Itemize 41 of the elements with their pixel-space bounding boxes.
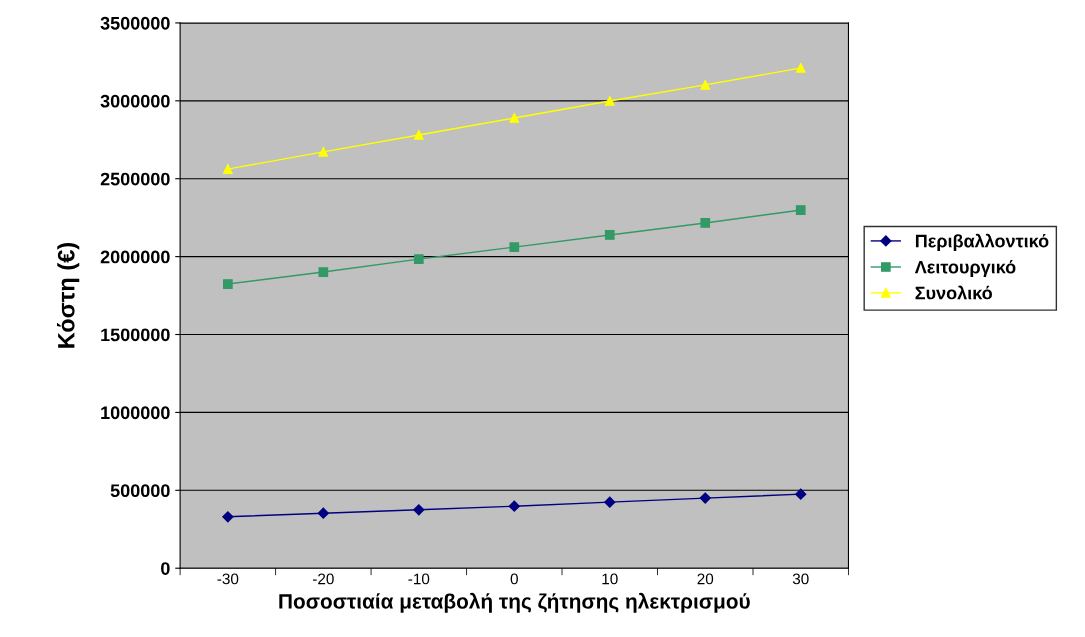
point: [413, 254, 424, 264]
point: [509, 113, 520, 123]
y-tick-label: 3500000: [100, 16, 170, 30]
y-tick-label: 500000: [110, 484, 170, 498]
point: [317, 507, 329, 519]
legend-label: Λειτουργικό: [914, 260, 1016, 278]
x-tick-label: -20: [312, 573, 334, 585]
point: [222, 164, 233, 174]
legend-label: Περιβαλλοντικό: [915, 233, 1049, 251]
y-tick-label: 2500000: [100, 172, 170, 186]
point: [604, 96, 615, 106]
point: [795, 63, 806, 73]
y-tick-label: 0: [161, 562, 170, 575]
point: [700, 218, 711, 228]
point: [795, 488, 807, 500]
point: [318, 267, 329, 277]
point: [604, 496, 616, 508]
point: [222, 511, 234, 523]
y-tick-label: 1500000: [101, 328, 170, 342]
point: [508, 500, 520, 512]
point: [509, 242, 520, 252]
x-tick-label: 30: [792, 573, 809, 585]
point: [413, 504, 425, 516]
y-tick-label: 3000000: [100, 94, 170, 108]
x-tick-label: -30: [217, 573, 239, 585]
point: [700, 80, 711, 90]
point: [795, 205, 806, 215]
point: [318, 147, 329, 157]
x-tick-label: -10: [408, 573, 430, 585]
x-tick-label: 0: [510, 573, 518, 585]
point: [413, 130, 424, 140]
y-axis-title: Κόστη (€): [56, 243, 80, 348]
y-tick-label: 2000000: [100, 250, 170, 264]
x-tick-label: 10: [602, 573, 618, 585]
y-tick-label: 1000000: [101, 406, 170, 420]
x-axis-title: Ποσοστιαία μεταβολή της ζήτησης ηλεκτρισμού: [279, 592, 750, 613]
point: [604, 230, 615, 240]
point: [699, 492, 711, 504]
point: [222, 279, 233, 289]
legend-label: Συνολικό: [915, 285, 992, 300]
x-tick-label: 20: [697, 573, 714, 585]
